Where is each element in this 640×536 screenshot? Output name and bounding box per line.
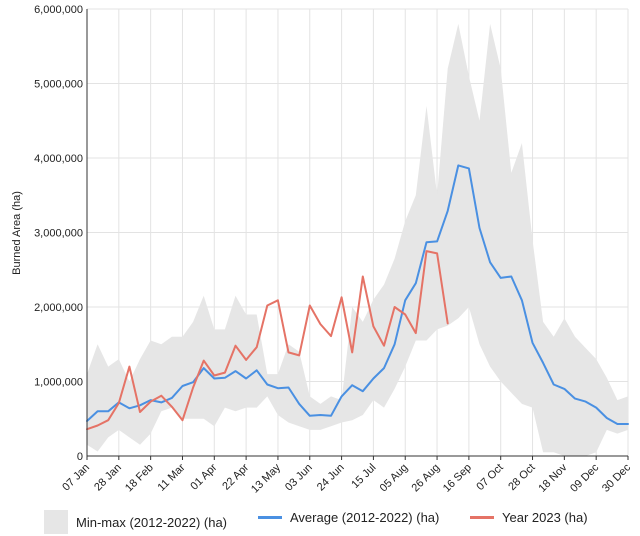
legend-label-year-2023: Year 2023 (ha): [502, 510, 588, 525]
x-tick-label: 28 Jan: [92, 462, 124, 494]
x-tick-label: 07 Jan: [60, 462, 92, 494]
x-tick-label: 15 Jul: [349, 462, 378, 491]
x-tick-label: 11 Mar: [155, 461, 187, 493]
legend-label-average: Average (2012-2022) (ha): [290, 510, 440, 525]
legend-item-average[interactable]: Average (2012-2022) (ha): [258, 510, 439, 525]
x-tick-label: 03 Jun: [283, 462, 315, 494]
x-tick-label: 26 Aug: [409, 462, 442, 495]
burned-area-chart: 0 1,000,000 2,000,000 3,000,000 4,000,000 5,0…: [11, 4, 633, 496]
x-tick-label: 16 Sep: [441, 462, 474, 495]
y-tick-label: 4,000,000: [34, 153, 83, 165]
min-max-band-layer: [87, 23, 628, 457]
x-tick-label: 18 Nov: [536, 461, 569, 494]
x-tick-label: 13 May: [249, 461, 283, 495]
x-tick-label: 05 Aug: [378, 462, 411, 495]
y-tick-label: 1,000,000: [34, 377, 83, 389]
legend: Min-max (2012-2022) (ha) Average (2012-2…: [0, 510, 640, 536]
average-series-layer: [86, 164, 629, 425]
x-tick-label: 24 Jun: [315, 462, 347, 494]
year-2023-series-layer: [86, 250, 449, 431]
y-tick-label: 3,000,000: [34, 228, 83, 240]
x-tick-label: 18 Feb: [123, 462, 156, 495]
y-tick-label: 6,000,000: [34, 4, 83, 16]
legend-swatch-average: [258, 516, 282, 519]
legend-label-min-max: Min-max (2012-2022) (ha): [76, 514, 228, 530]
x-tick-label: 07 Oct: [474, 462, 505, 493]
x-tick-label: 30 Dec: [600, 461, 633, 494]
legend-item-year-2023[interactable]: Year 2023 (ha): [470, 510, 588, 525]
x-tick-label: 22 Apr: [220, 461, 251, 492]
average-line: [86, 164, 629, 425]
legend-swatch-year-2023: [470, 516, 494, 519]
y-tick-labels: 0 1,000,000 2,000,000 3,000,000 4,000,000 5,0…: [34, 4, 83, 463]
min-max-band: [87, 23, 628, 457]
legend-item-min-max[interactable]: Min-max (2012-2022) (ha): [44, 510, 227, 534]
y-tick-label: 5,000,000: [34, 79, 83, 91]
axes: [86, 9, 628, 457]
x-tick-label: 09 Dec: [568, 461, 601, 494]
year-2023-line: [86, 250, 449, 431]
legend-swatch-min-max: [44, 510, 68, 534]
y-axis-label: Burned Area (ha): [11, 191, 23, 275]
y-tick-label: 0: [77, 451, 83, 463]
x-tick-label: 01 Apr: [188, 461, 219, 492]
y-tick-label: 2,000,000: [34, 302, 83, 314]
x-tick-label: 28 Oct: [506, 462, 537, 493]
